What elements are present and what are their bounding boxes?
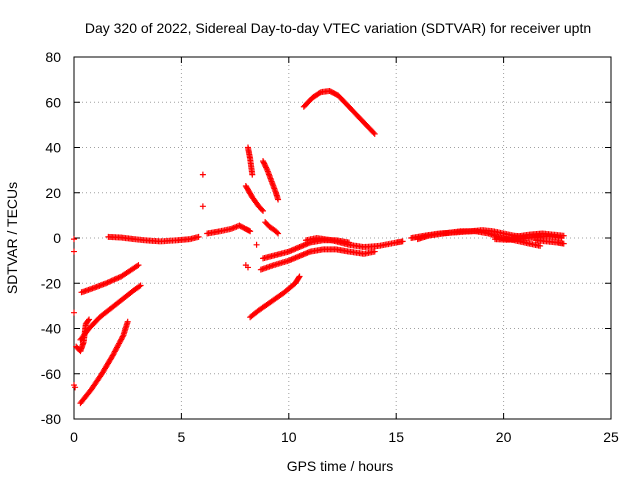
data-point (124, 318, 131, 325)
data-point (537, 242, 544, 249)
series-arc-7 (244, 144, 256, 178)
data-point (112, 275, 119, 282)
data-point (72, 384, 79, 391)
data-point (249, 171, 256, 178)
data-point (71, 309, 77, 316)
data-point (137, 282, 144, 289)
data-point (136, 283, 143, 290)
data-point (371, 130, 378, 137)
y-tick-label: 0 (53, 230, 61, 246)
series-arc-14 (302, 235, 406, 251)
data-point (247, 228, 254, 235)
series-arc-5 (105, 233, 202, 245)
data-point (370, 129, 377, 136)
series-arc-8 (242, 182, 267, 214)
data-point (273, 229, 280, 236)
data-point (105, 279, 112, 286)
data-point (111, 276, 118, 283)
series-arc-15 (300, 87, 378, 137)
y-tick-label: 40 (45, 140, 61, 156)
data-point (71, 236, 77, 243)
data-point (107, 278, 114, 285)
y-tick-label: 20 (45, 185, 61, 201)
series-arc-12 (257, 246, 378, 273)
x-tick-label: 15 (388, 429, 404, 445)
data-point (253, 241, 260, 248)
data-point (119, 333, 126, 340)
data-point (263, 165, 270, 172)
series-arc-1 (78, 262, 142, 296)
x-axis-label: GPS time / hours (287, 458, 394, 474)
data-point (260, 207, 267, 214)
data-point (258, 206, 265, 213)
y-tick-label: -60 (41, 366, 61, 382)
data-point (134, 263, 141, 270)
series-arc-10 (262, 219, 282, 237)
x-tick-label: 0 (70, 429, 78, 445)
data-point (296, 273, 303, 280)
x-tick-label: 5 (178, 429, 186, 445)
data-point (295, 274, 302, 281)
series-arc-2 (77, 282, 144, 343)
series-arc-3 (73, 316, 93, 355)
data-point (86, 316, 93, 323)
data-point (115, 274, 122, 281)
x-tick-label: 20 (496, 429, 512, 445)
data-point (110, 277, 117, 284)
data-point (114, 275, 121, 282)
series-arc-6 (204, 222, 254, 237)
data-point (275, 230, 282, 237)
series-arc-19 (511, 230, 567, 240)
data-point (199, 203, 206, 210)
data-point (104, 279, 111, 286)
y-tick-label: 80 (45, 49, 61, 65)
series-arc-4 (77, 318, 131, 407)
y-tick-label: -80 (41, 411, 61, 427)
data-point (108, 277, 115, 284)
data-point (199, 171, 206, 178)
chart-title: Day 320 of 2022, Sidereal Day-to-day VTE… (85, 20, 591, 36)
series-arc-11 (247, 273, 303, 321)
y-tick-label: 60 (45, 94, 61, 110)
data-point (275, 196, 282, 203)
series-arc-20 (532, 237, 567, 247)
data-point (244, 264, 251, 271)
data-point (195, 233, 202, 240)
data-points (71, 87, 567, 407)
series-arc-9 (260, 158, 282, 203)
data-point (71, 248, 77, 255)
data-point (560, 232, 567, 239)
y-tick-label: -40 (41, 321, 61, 337)
y-axis-label: SDTVAR / TECUs (4, 182, 20, 294)
axis-ticks: 0 5 10 15 20 25 80 60 40 20 0 -20 -40 -60 -80 (41, 49, 619, 445)
x-tick-label: 25 (603, 429, 619, 445)
x-tick-label: 10 (281, 429, 297, 445)
y-tick-label: -20 (41, 275, 61, 291)
data-point (316, 89, 323, 96)
data-point (560, 240, 567, 247)
series-isolated (71, 171, 260, 391)
series-arc-17 (414, 228, 544, 249)
data-point (103, 280, 110, 287)
data-point (135, 262, 142, 269)
data-point (85, 317, 92, 324)
data-point (371, 248, 378, 255)
data-point (399, 238, 406, 245)
